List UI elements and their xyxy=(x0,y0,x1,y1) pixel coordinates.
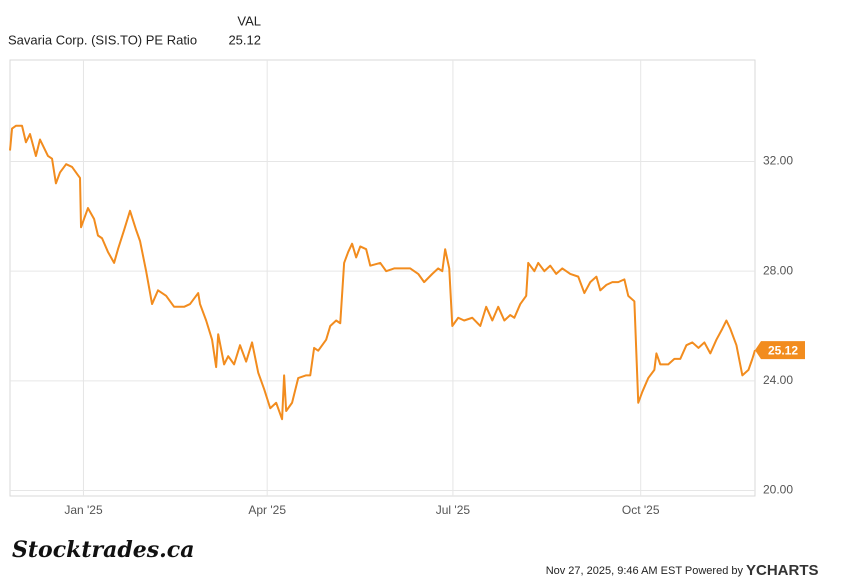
series-name: Savaria Corp. (SIS.TO) PE Ratio xyxy=(8,32,197,47)
last-value-badge: 25.12 xyxy=(755,341,805,360)
plot-frame xyxy=(9,59,756,497)
series-line xyxy=(9,124,756,421)
badge-shape xyxy=(755,341,805,360)
timestamp: Nov 27, 2025, 9:46 AM EST Powered by xyxy=(546,565,744,577)
watermark: Stocktrades.ca xyxy=(12,537,194,563)
x-tick-label: Oct '25 xyxy=(622,503,660,517)
badge-value: 25.12 xyxy=(768,343,798,357)
x-tick-label: Jan '25 xyxy=(64,503,103,517)
y-tick-label: 32.00 xyxy=(763,154,793,168)
brand: YCHARTS xyxy=(746,562,819,579)
x-tick-label: Apr '25 xyxy=(248,503,286,517)
y-tick-label: 20.00 xyxy=(763,483,793,497)
current-value: 25.12 xyxy=(228,32,261,47)
x-tick-label: Jul '25 xyxy=(436,503,471,517)
y-tick-label: 24.00 xyxy=(763,373,793,387)
y-tick-label: 28.00 xyxy=(763,263,793,277)
value-header: VAL xyxy=(237,13,261,28)
